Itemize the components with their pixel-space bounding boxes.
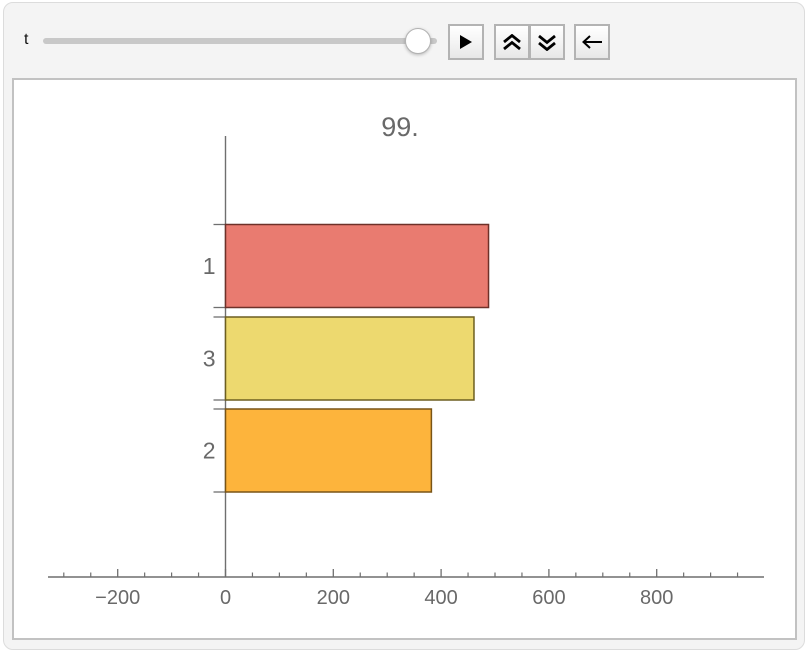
- slider-thumb[interactable]: [405, 28, 431, 54]
- bar: [224, 408, 433, 493]
- reset-button[interactable]: [574, 24, 610, 60]
- double-chevron-up-icon: [502, 33, 522, 51]
- bar: [224, 223, 490, 309]
- bar-label: 2: [203, 438, 216, 464]
- x-tick-label: 200: [317, 587, 350, 609]
- slider-track[interactable]: [43, 38, 437, 44]
- faster-button[interactable]: [494, 24, 530, 60]
- slider-label: t: [24, 31, 29, 48]
- bar-chart: 99. −200 0 200 400 600 800 1 3 2: [48, 112, 764, 609]
- x-tick-label: 600: [532, 587, 565, 609]
- bar-label: 1: [203, 253, 216, 279]
- bar: [224, 316, 475, 401]
- x-tick-label: 800: [640, 587, 673, 609]
- chart-title: 99.: [381, 112, 419, 142]
- bar-label: 3: [203, 346, 216, 372]
- slower-button[interactable]: [529, 24, 565, 60]
- left-arrow-icon: [581, 34, 603, 50]
- x-tick-label: 0: [220, 587, 231, 609]
- x-tick-label: −200: [95, 587, 140, 609]
- x-tick-label: 400: [424, 587, 457, 609]
- double-chevron-down-icon: [537, 34, 557, 51]
- play-icon: [459, 34, 473, 50]
- chart-panel: 99. −200 0 200 400 600 800 1 3 2: [12, 78, 797, 640]
- play-button[interactable]: [448, 24, 484, 60]
